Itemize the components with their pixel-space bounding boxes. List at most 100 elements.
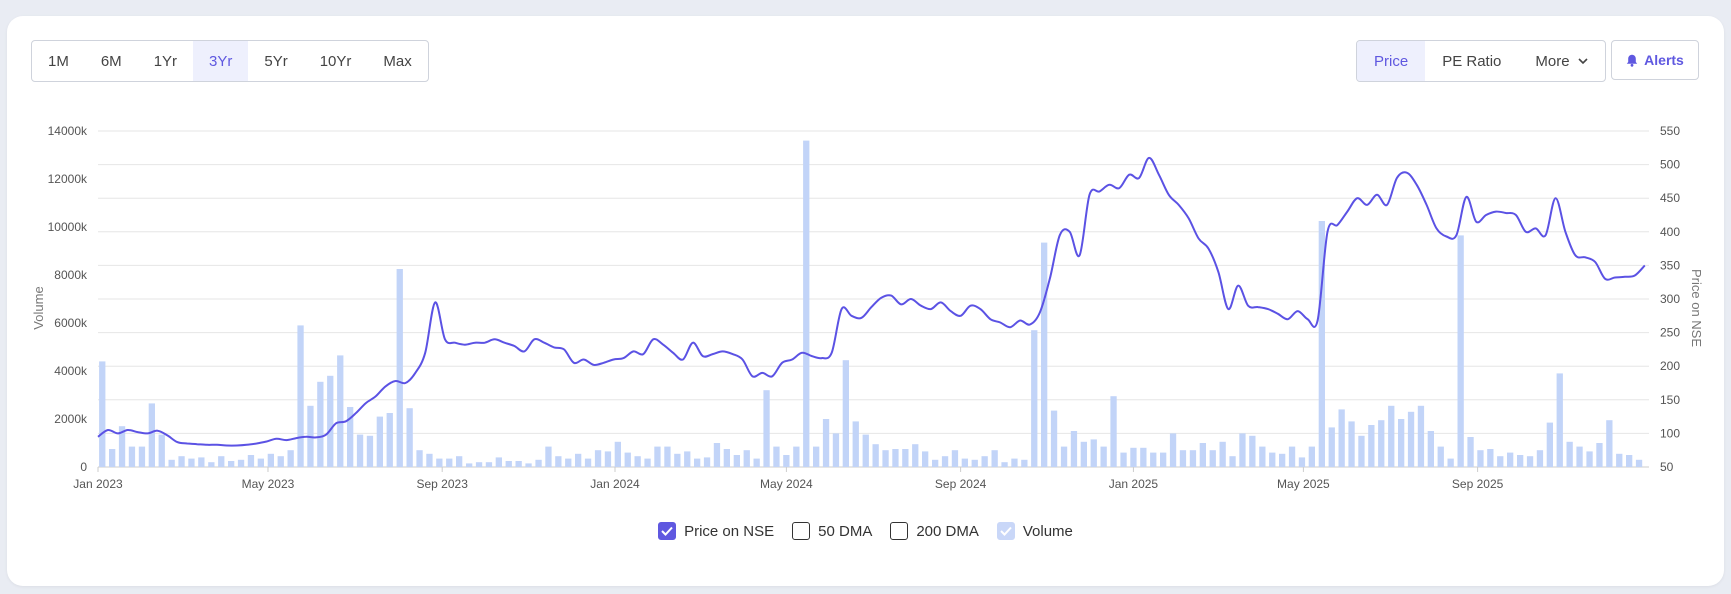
- volume-bar: [1140, 447, 1147, 467]
- volume-bar: [654, 446, 661, 467]
- volume-bar: [912, 444, 919, 467]
- volume-bar: [1596, 443, 1603, 467]
- time-range-selector: 1M 6M 1Yr 3Yr 5Yr 10Yr Max: [31, 40, 429, 82]
- chevron-down-icon: [1578, 57, 1588, 64]
- volume-bar: [1050, 410, 1058, 467]
- volume-bar: [396, 269, 403, 467]
- volume-bar: [1070, 431, 1078, 467]
- x-tick-label: Sep 2024: [935, 477, 987, 491]
- volume-bar: [723, 449, 730, 467]
- y-right-tick-label: 250: [1660, 326, 1680, 340]
- volume-bar: [168, 459, 175, 467]
- volume-bar: [1090, 439, 1097, 467]
- volume-bar: [555, 456, 562, 467]
- volume-bar: [1328, 427, 1335, 467]
- volume-bar: [287, 450, 294, 467]
- volume-bar: [386, 413, 393, 467]
- alerts-button[interactable]: Alerts: [1611, 40, 1699, 80]
- range-5yr-button[interactable]: 5Yr: [248, 41, 303, 81]
- volume-bar: [406, 408, 413, 467]
- y-left-tick-label: 10000k: [48, 220, 88, 234]
- volume-bar: [1487, 449, 1494, 467]
- volume-bar: [703, 457, 711, 467]
- y-left-axis-label: Volume: [31, 286, 46, 329]
- legend-price[interactable]: Price on NSE: [658, 522, 774, 540]
- volume-bar: [753, 458, 760, 467]
- range-10yr-button[interactable]: 10Yr: [304, 41, 368, 81]
- volume-bar: [1417, 405, 1425, 467]
- volume-bar: [337, 355, 344, 467]
- volume-bar: [1368, 425, 1375, 467]
- volume-bar: [664, 446, 671, 467]
- volume-bar: [1467, 437, 1474, 467]
- volume-bar: [436, 458, 443, 467]
- volume-bar: [575, 453, 582, 467]
- range-3yr-button[interactable]: 3Yr: [193, 41, 249, 81]
- range-1yr-button[interactable]: 1Yr: [138, 41, 193, 81]
- y-right-tick-label: 400: [1660, 225, 1680, 239]
- price-line: [97, 156, 1646, 447]
- price-button[interactable]: Price: [1357, 41, 1426, 81]
- volume-bar: [594, 450, 602, 467]
- more-label: More: [1535, 52, 1570, 70]
- volume-checkbox[interactable]: [996, 522, 1015, 540]
- range-6m-button[interactable]: 6M: [85, 41, 138, 81]
- volume-bar: [783, 455, 790, 467]
- volume-bar: [1100, 446, 1107, 467]
- volume-bar: [1080, 441, 1087, 467]
- dma50-checkbox[interactable]: [792, 522, 811, 540]
- volume-bar: [743, 450, 750, 467]
- legend-volume[interactable]: Volume: [996, 522, 1073, 540]
- volume-bar: [584, 458, 592, 467]
- bell-icon: [1626, 54, 1638, 67]
- y-right-tick-label: 150: [1660, 393, 1680, 407]
- volume-bar: [1427, 431, 1434, 467]
- volume-bar: [545, 446, 552, 467]
- range-1m-button[interactable]: 1M: [32, 41, 85, 81]
- volume-bar: [733, 455, 740, 467]
- volume-bar: [1239, 433, 1246, 467]
- legend-50dma[interactable]: 50 DMA: [792, 522, 872, 540]
- range-max-button[interactable]: Max: [367, 41, 427, 81]
- volume-bar: [466, 463, 473, 467]
- y-left-tick-label: 8000k: [54, 268, 88, 282]
- volume-bar: [634, 456, 641, 467]
- y-right-tick-label: 450: [1660, 191, 1680, 205]
- volume-bar: [1150, 452, 1157, 467]
- x-tick-label: May 2023: [242, 477, 295, 491]
- y-left-tick-label: 6000k: [54, 316, 88, 330]
- volume-bar: [416, 450, 423, 467]
- volume-bar: [237, 459, 245, 467]
- volume-bar: [1378, 420, 1385, 467]
- volume-bar: [1001, 462, 1008, 467]
- volume-bar: [475, 462, 483, 467]
- volume-bar: [247, 455, 255, 467]
- y-right-tick-label: 350: [1660, 258, 1680, 272]
- x-tick-label: May 2024: [760, 477, 813, 491]
- volume-bar: [1517, 455, 1524, 467]
- volume-bar: [932, 459, 939, 467]
- volume-bar: [297, 325, 304, 467]
- y-right-tick-label: 300: [1660, 292, 1680, 306]
- volume-bar: [951, 450, 959, 467]
- volume-bar: [624, 452, 631, 467]
- volume-bar: [1169, 433, 1177, 467]
- volume-bar: [1348, 421, 1355, 467]
- legend-200dma[interactable]: 200 DMA: [890, 522, 979, 540]
- volume-bar: [991, 450, 998, 467]
- volume-bar: [158, 434, 165, 467]
- volume-bar: [1308, 446, 1315, 467]
- y-right-axis-label: Price on NSE: [1689, 269, 1704, 347]
- volume-bar: [971, 459, 978, 467]
- volume-bar: [356, 434, 364, 467]
- pe-ratio-button[interactable]: PE Ratio: [1425, 41, 1518, 81]
- x-tick-label: Sep 2023: [416, 477, 468, 491]
- volume-bar: [277, 456, 284, 467]
- volume-bar: [1229, 456, 1236, 467]
- volume-bar: [109, 449, 116, 467]
- more-dropdown[interactable]: More: [1518, 41, 1604, 81]
- dma200-checkbox[interactable]: [890, 522, 909, 540]
- price-checkbox[interactable]: [658, 522, 677, 540]
- volume-bar: [902, 449, 909, 467]
